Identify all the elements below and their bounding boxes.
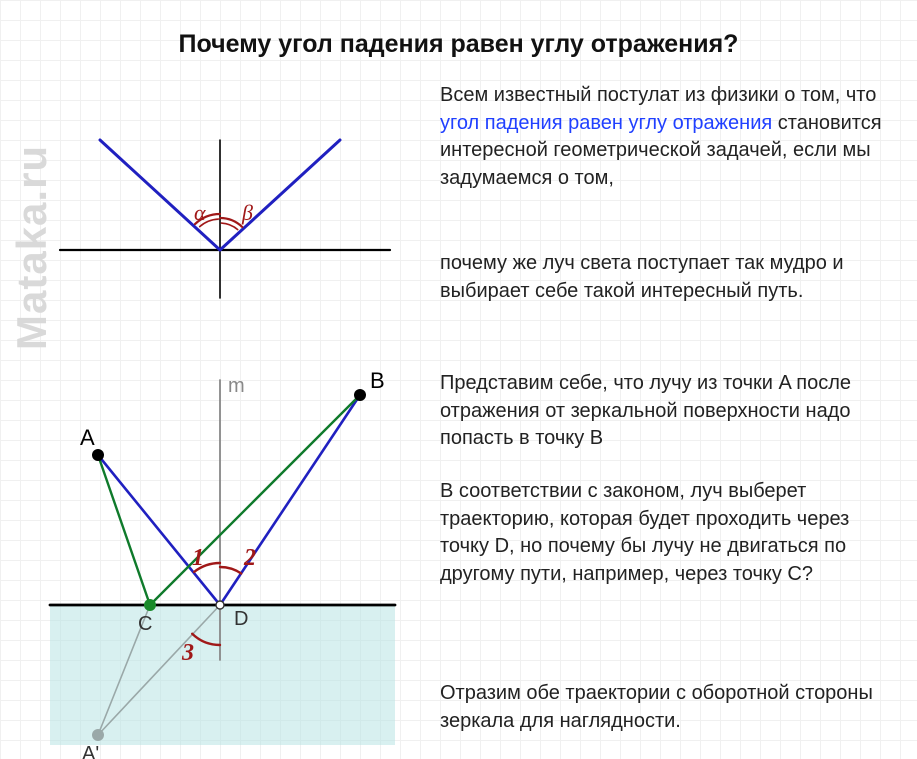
diagram-area: αβ m123ABCDA' [20, 80, 420, 740]
paragraph-3: В соответствии с законом, луч выберет тр… [440, 478, 900, 588]
svg-text:D: D [234, 608, 248, 630]
svg-text:3: 3 [181, 640, 194, 666]
p1-part-c: почему же луч света поступает так мудро … [440, 252, 844, 302]
page-title: Почему угол падения равен углу отражения… [0, 30, 917, 59]
svg-text:α: α [194, 200, 206, 225]
p3-text: В соответствии с законом, луч выберет тр… [440, 480, 849, 585]
p1-part-a: Всем известный постулат из физики о том,… [440, 84, 876, 106]
paragraph-1-cont: почему же луч света поступает так мудро … [440, 250, 890, 305]
paragraph-2: Представим себе, что лучу из точки A пос… [440, 370, 890, 453]
svg-text:C: C [138, 613, 152, 635]
diagram-2: m 1 2 3 A B C D A' [20, 340, 420, 759]
p1-blue-phrase: угол падения равен углу отражения [440, 112, 772, 134]
svg-text:A: A [80, 425, 95, 450]
svg-text:1: 1 [192, 545, 204, 571]
p4-text: Отразим обе траектории с оборотной сторо… [440, 682, 873, 732]
diagram-1: αβ [20, 80, 420, 310]
paragraph-4: Отразим обе траектории с оборотной сторо… [440, 680, 900, 735]
svg-text:B: B [370, 368, 385, 393]
paragraph-1: Всем известный постулат из физики о том,… [440, 82, 890, 192]
svg-text:2: 2 [243, 545, 256, 571]
svg-text:β: β [241, 200, 253, 225]
svg-text:A': A' [82, 743, 99, 759]
p2-text: Представим себе, что лучу из точки A пос… [440, 372, 851, 449]
svg-text:m: m [228, 375, 245, 397]
